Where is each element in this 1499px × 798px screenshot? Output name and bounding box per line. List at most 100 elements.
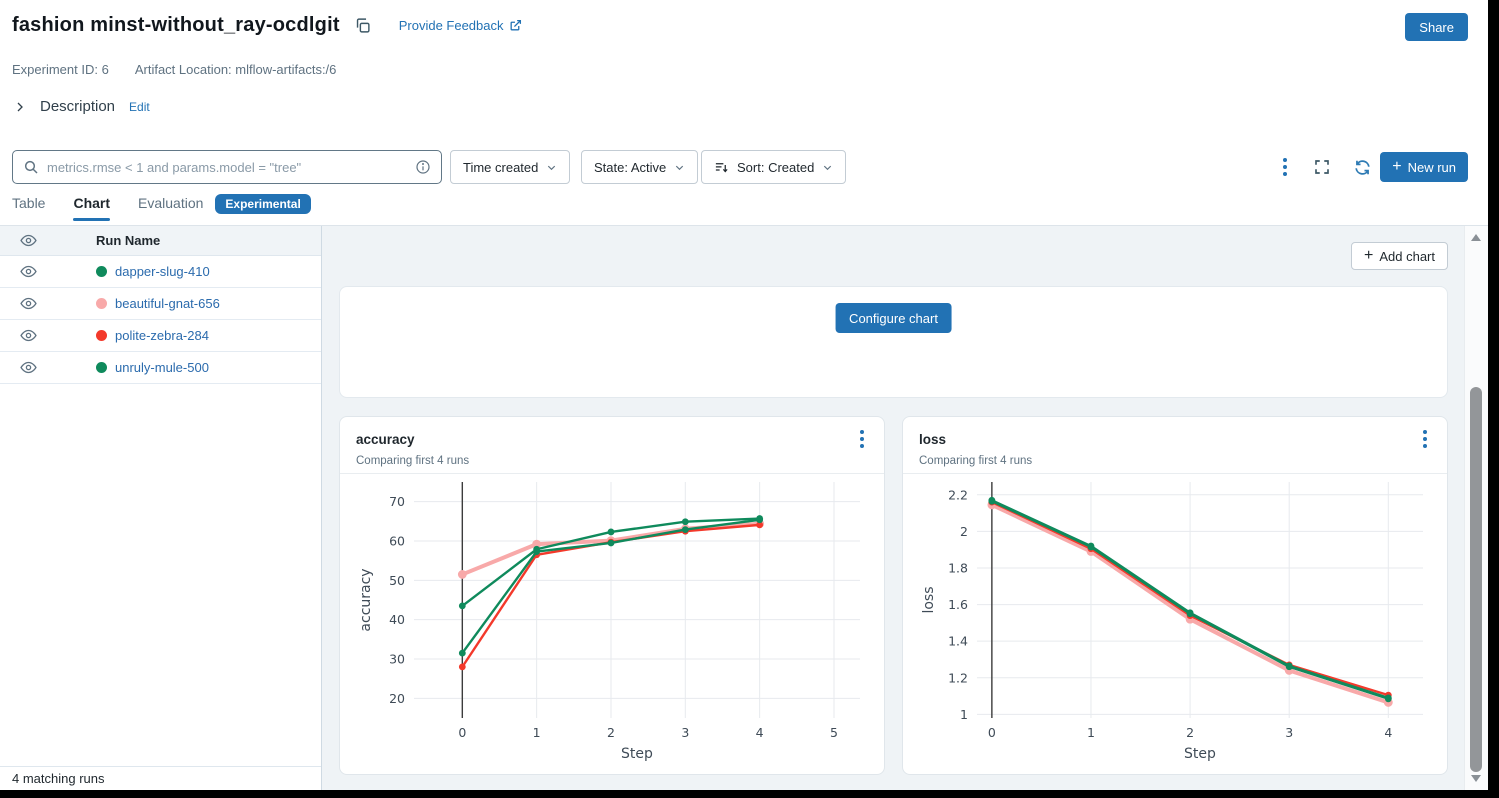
svg-text:2: 2 bbox=[1186, 725, 1194, 740]
chart-menu-icon[interactable] bbox=[856, 428, 868, 450]
sort-icon bbox=[715, 162, 728, 172]
tab-table[interactable]: Table bbox=[12, 195, 46, 211]
description-label: Description bbox=[40, 98, 116, 115]
description-edit-link[interactable]: Edit bbox=[129, 99, 150, 114]
eye-icon[interactable] bbox=[19, 327, 37, 344]
runs-sidebar: Run Name dapper-slug-410 beautiful-gnat-… bbox=[0, 226, 322, 790]
svg-text:50: 50 bbox=[389, 573, 405, 588]
configure-chart-card: Configure chart bbox=[339, 286, 1448, 398]
eye-icon[interactable] bbox=[19, 295, 37, 312]
accuracy-chart-card: accuracy Comparing first 4 runs 20 30 40 50… bbox=[339, 416, 885, 775]
svg-text:Step: Step bbox=[621, 746, 653, 762]
add-chart-label: Add chart bbox=[1379, 248, 1435, 264]
runs-header-row: Run Name bbox=[0, 226, 321, 256]
svg-text:accuracy: accuracy bbox=[358, 568, 374, 631]
header: fashion minst-without_ray-ocdlgit Provid… bbox=[12, 14, 522, 37]
tabs: Table Chart Evaluation Experimental bbox=[12, 194, 311, 221]
svg-text:70: 70 bbox=[389, 494, 405, 509]
eye-icon[interactable] bbox=[19, 232, 37, 249]
svg-text:2: 2 bbox=[960, 524, 968, 539]
run-color-dot bbox=[96, 298, 107, 309]
chart-subtitle: Comparing first 4 runs bbox=[903, 451, 1447, 474]
configure-chart-button[interactable]: Configure chart bbox=[835, 303, 952, 333]
eye-icon[interactable] bbox=[19, 263, 37, 280]
plus-icon: + bbox=[1392, 158, 1402, 175]
svg-text:4: 4 bbox=[1384, 725, 1392, 740]
share-button[interactable]: Share bbox=[1405, 13, 1468, 41]
run-link[interactable]: dapper-slug-410 bbox=[115, 264, 210, 279]
run-color-dot bbox=[96, 330, 107, 341]
run-link[interactable]: beautiful-gnat-656 bbox=[115, 296, 220, 311]
chevron-down-icon bbox=[676, 165, 684, 170]
svg-text:2: 2 bbox=[607, 725, 615, 740]
state-dropdown[interactable]: State: Active bbox=[581, 150, 699, 184]
run-link[interactable]: polite-zebra-284 bbox=[115, 328, 209, 343]
svg-text:40: 40 bbox=[389, 612, 405, 627]
charts-area: + Add chart Configure chart accuracy Com… bbox=[322, 226, 1464, 790]
experiment-id: Experiment ID: 6 bbox=[12, 62, 109, 77]
new-run-button[interactable]: + New run bbox=[1380, 152, 1468, 182]
toolbar: Time created State: Active Sort: Created… bbox=[0, 150, 1488, 184]
svg-text:1: 1 bbox=[533, 725, 541, 740]
time-created-dropdown[interactable]: Time created bbox=[450, 150, 571, 184]
run-row[interactable]: dapper-slug-410 bbox=[0, 256, 321, 288]
run-name-column-header: Run Name bbox=[96, 233, 161, 248]
run-row[interactable]: beautiful-gnat-656 bbox=[0, 288, 321, 320]
page-title: fashion minst-without_ray-ocdlgit bbox=[12, 14, 340, 36]
svg-text:Step: Step bbox=[1184, 746, 1216, 762]
chevron-down-icon bbox=[824, 165, 832, 170]
experiment-meta: Experiment ID: 6 Artifact Location: mlfl… bbox=[12, 62, 336, 77]
run-row[interactable]: unruly-mule-500 bbox=[0, 352, 321, 384]
svg-text:1.4: 1.4 bbox=[948, 634, 968, 649]
search-box[interactable] bbox=[12, 150, 442, 184]
tab-evaluation[interactable]: Evaluation bbox=[138, 195, 204, 211]
svg-text:0: 0 bbox=[458, 725, 466, 740]
new-run-label: New run bbox=[1407, 159, 1456, 175]
artifact-location: Artifact Location: mlflow-artifacts:/6 bbox=[134, 62, 337, 77]
add-chart-button[interactable]: + Add chart bbox=[1351, 242, 1448, 270]
scroll-up-arrow-icon[interactable] bbox=[1471, 234, 1481, 241]
chevron-right-icon[interactable] bbox=[14, 101, 26, 113]
chevron-down-icon bbox=[548, 165, 556, 170]
refresh-icon[interactable] bbox=[1353, 158, 1372, 177]
svg-text:20: 20 bbox=[389, 691, 405, 706]
fullscreen-icon[interactable] bbox=[1313, 158, 1331, 176]
plus-icon: + bbox=[1364, 247, 1374, 264]
svg-text:1: 1 bbox=[960, 707, 968, 722]
run-link[interactable]: unruly-mule-500 bbox=[115, 360, 209, 375]
chart-title: accuracy bbox=[356, 431, 415, 447]
time-created-label: Time created bbox=[463, 159, 539, 175]
matching-runs-footer: 4 matching runs bbox=[0, 766, 321, 790]
sort-dropdown[interactable]: Sort: Created bbox=[701, 150, 847, 184]
copy-icon[interactable] bbox=[354, 17, 371, 34]
run-row[interactable]: polite-zebra-284 bbox=[0, 320, 321, 352]
vertical-scrollbar[interactable] bbox=[1464, 226, 1488, 790]
tab-chart[interactable]: Chart bbox=[73, 195, 110, 221]
search-icon bbox=[24, 160, 38, 174]
scroll-down-arrow-icon[interactable] bbox=[1471, 775, 1481, 782]
svg-text:1: 1 bbox=[1087, 725, 1095, 740]
provide-feedback-link[interactable]: Provide Feedback bbox=[399, 18, 522, 33]
tabs-divider bbox=[0, 225, 1488, 226]
state-label: State: Active bbox=[594, 159, 667, 175]
chart-subtitle: Comparing first 4 runs bbox=[340, 451, 884, 474]
more-options-icon[interactable] bbox=[1279, 156, 1291, 178]
eye-icon[interactable] bbox=[19, 359, 37, 376]
provide-feedback-label: Provide Feedback bbox=[398, 18, 504, 33]
sort-label: Sort: Created bbox=[737, 159, 815, 175]
loss-line-chart[interactable]: 1 1.2 1.4 1.6 1.8 2 2.2 0 1 2 3 4 Step loss bbox=[919, 474, 1431, 770]
description-section: Description Edit bbox=[14, 98, 150, 115]
search-input[interactable] bbox=[47, 159, 407, 175]
svg-text:1.8: 1.8 bbox=[948, 560, 968, 575]
loss-chart-card: loss Comparing first 4 runs 1 1.2 1.4 1.6 1.… bbox=[902, 416, 1448, 775]
run-color-dot bbox=[96, 266, 107, 277]
svg-text:3: 3 bbox=[681, 725, 689, 740]
svg-text:2.2: 2.2 bbox=[948, 487, 968, 502]
scrollbar-thumb[interactable] bbox=[1470, 387, 1482, 772]
accuracy-line-chart[interactable]: 20 30 40 50 60 70 0 1 2 3 4 5 Step accuracy bbox=[356, 474, 868, 770]
run-color-dot bbox=[96, 362, 107, 373]
svg-text:loss: loss bbox=[921, 586, 937, 613]
chart-menu-icon[interactable] bbox=[1419, 428, 1431, 450]
info-icon[interactable] bbox=[415, 159, 431, 175]
charts-row: accuracy Comparing first 4 runs 20 30 40 50… bbox=[339, 416, 1448, 775]
